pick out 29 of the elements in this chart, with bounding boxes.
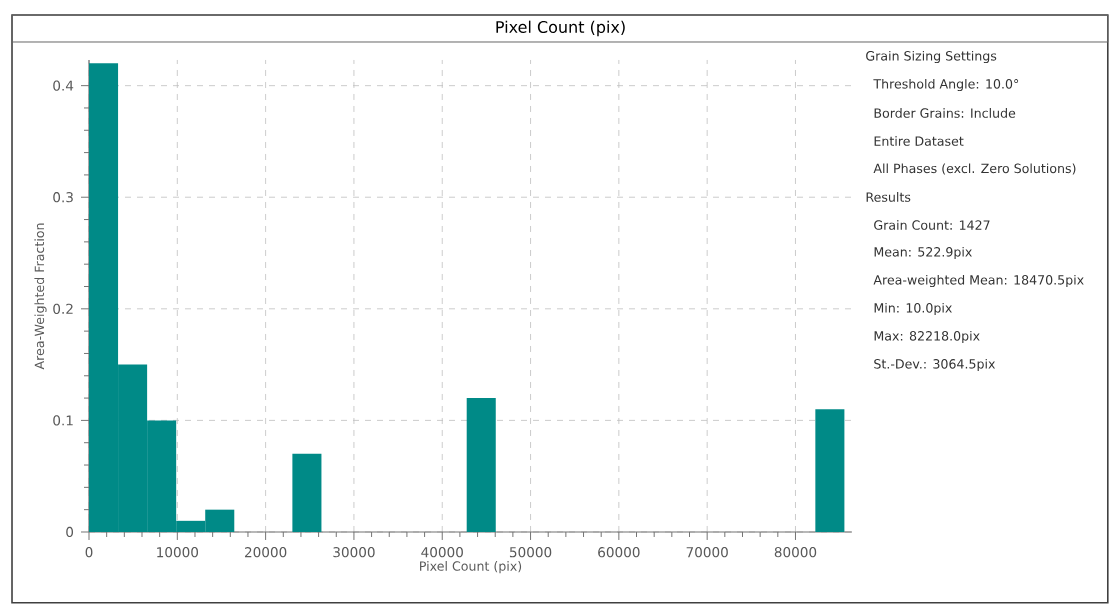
y-tick-label: 0.2: [53, 303, 73, 314]
y-tick-label: 0.4: [53, 80, 74, 91]
text: Grain Sizing Settings: [866, 50, 997, 64]
text: Grain Count: 1427: [874, 220, 990, 230]
y-tick-label: 0.3: [53, 192, 73, 203]
text: Border Grains: Include: [874, 108, 1016, 118]
x-tick-label: 40000: [421, 547, 463, 558]
x-tick-label: 20000: [245, 547, 287, 558]
x-tick-label: 10000: [157, 547, 199, 558]
x-tick-label: 60000: [598, 547, 640, 558]
text: Min: 10.0pix: [874, 302, 952, 316]
x-tick-label: 50000: [509, 547, 552, 558]
x-tick-label: 80000: [774, 547, 817, 558]
x-axis-title: Pixel Count (pix): [420, 561, 522, 574]
chart-title: Pixel Count (pix): [496, 20, 625, 37]
text: Max: 82218.0pix: [874, 330, 980, 344]
y-tick-label: 0: [66, 526, 74, 538]
y-axis-title: Area-Weighted Fraction: [34, 223, 47, 370]
text: Threshold Angle: 10.0°: [873, 78, 1019, 92]
x-tick-label: 0: [85, 547, 93, 558]
text: Mean: 522.9pix: [874, 246, 972, 260]
text: Results: [866, 192, 911, 202]
x-tick-label: 70000: [686, 547, 728, 558]
text: Area-weighted Mean: 18470.5pix: [873, 274, 1084, 288]
y-tick-label: 0.1: [53, 415, 73, 426]
text: St.-Dev.: 3064.5pix: [874, 358, 996, 372]
text: All Phases (excl. Zero Solutions): [873, 163, 1076, 175]
text: Entire Dataset: [874, 136, 964, 146]
x-tick-label: 30000: [333, 547, 375, 558]
